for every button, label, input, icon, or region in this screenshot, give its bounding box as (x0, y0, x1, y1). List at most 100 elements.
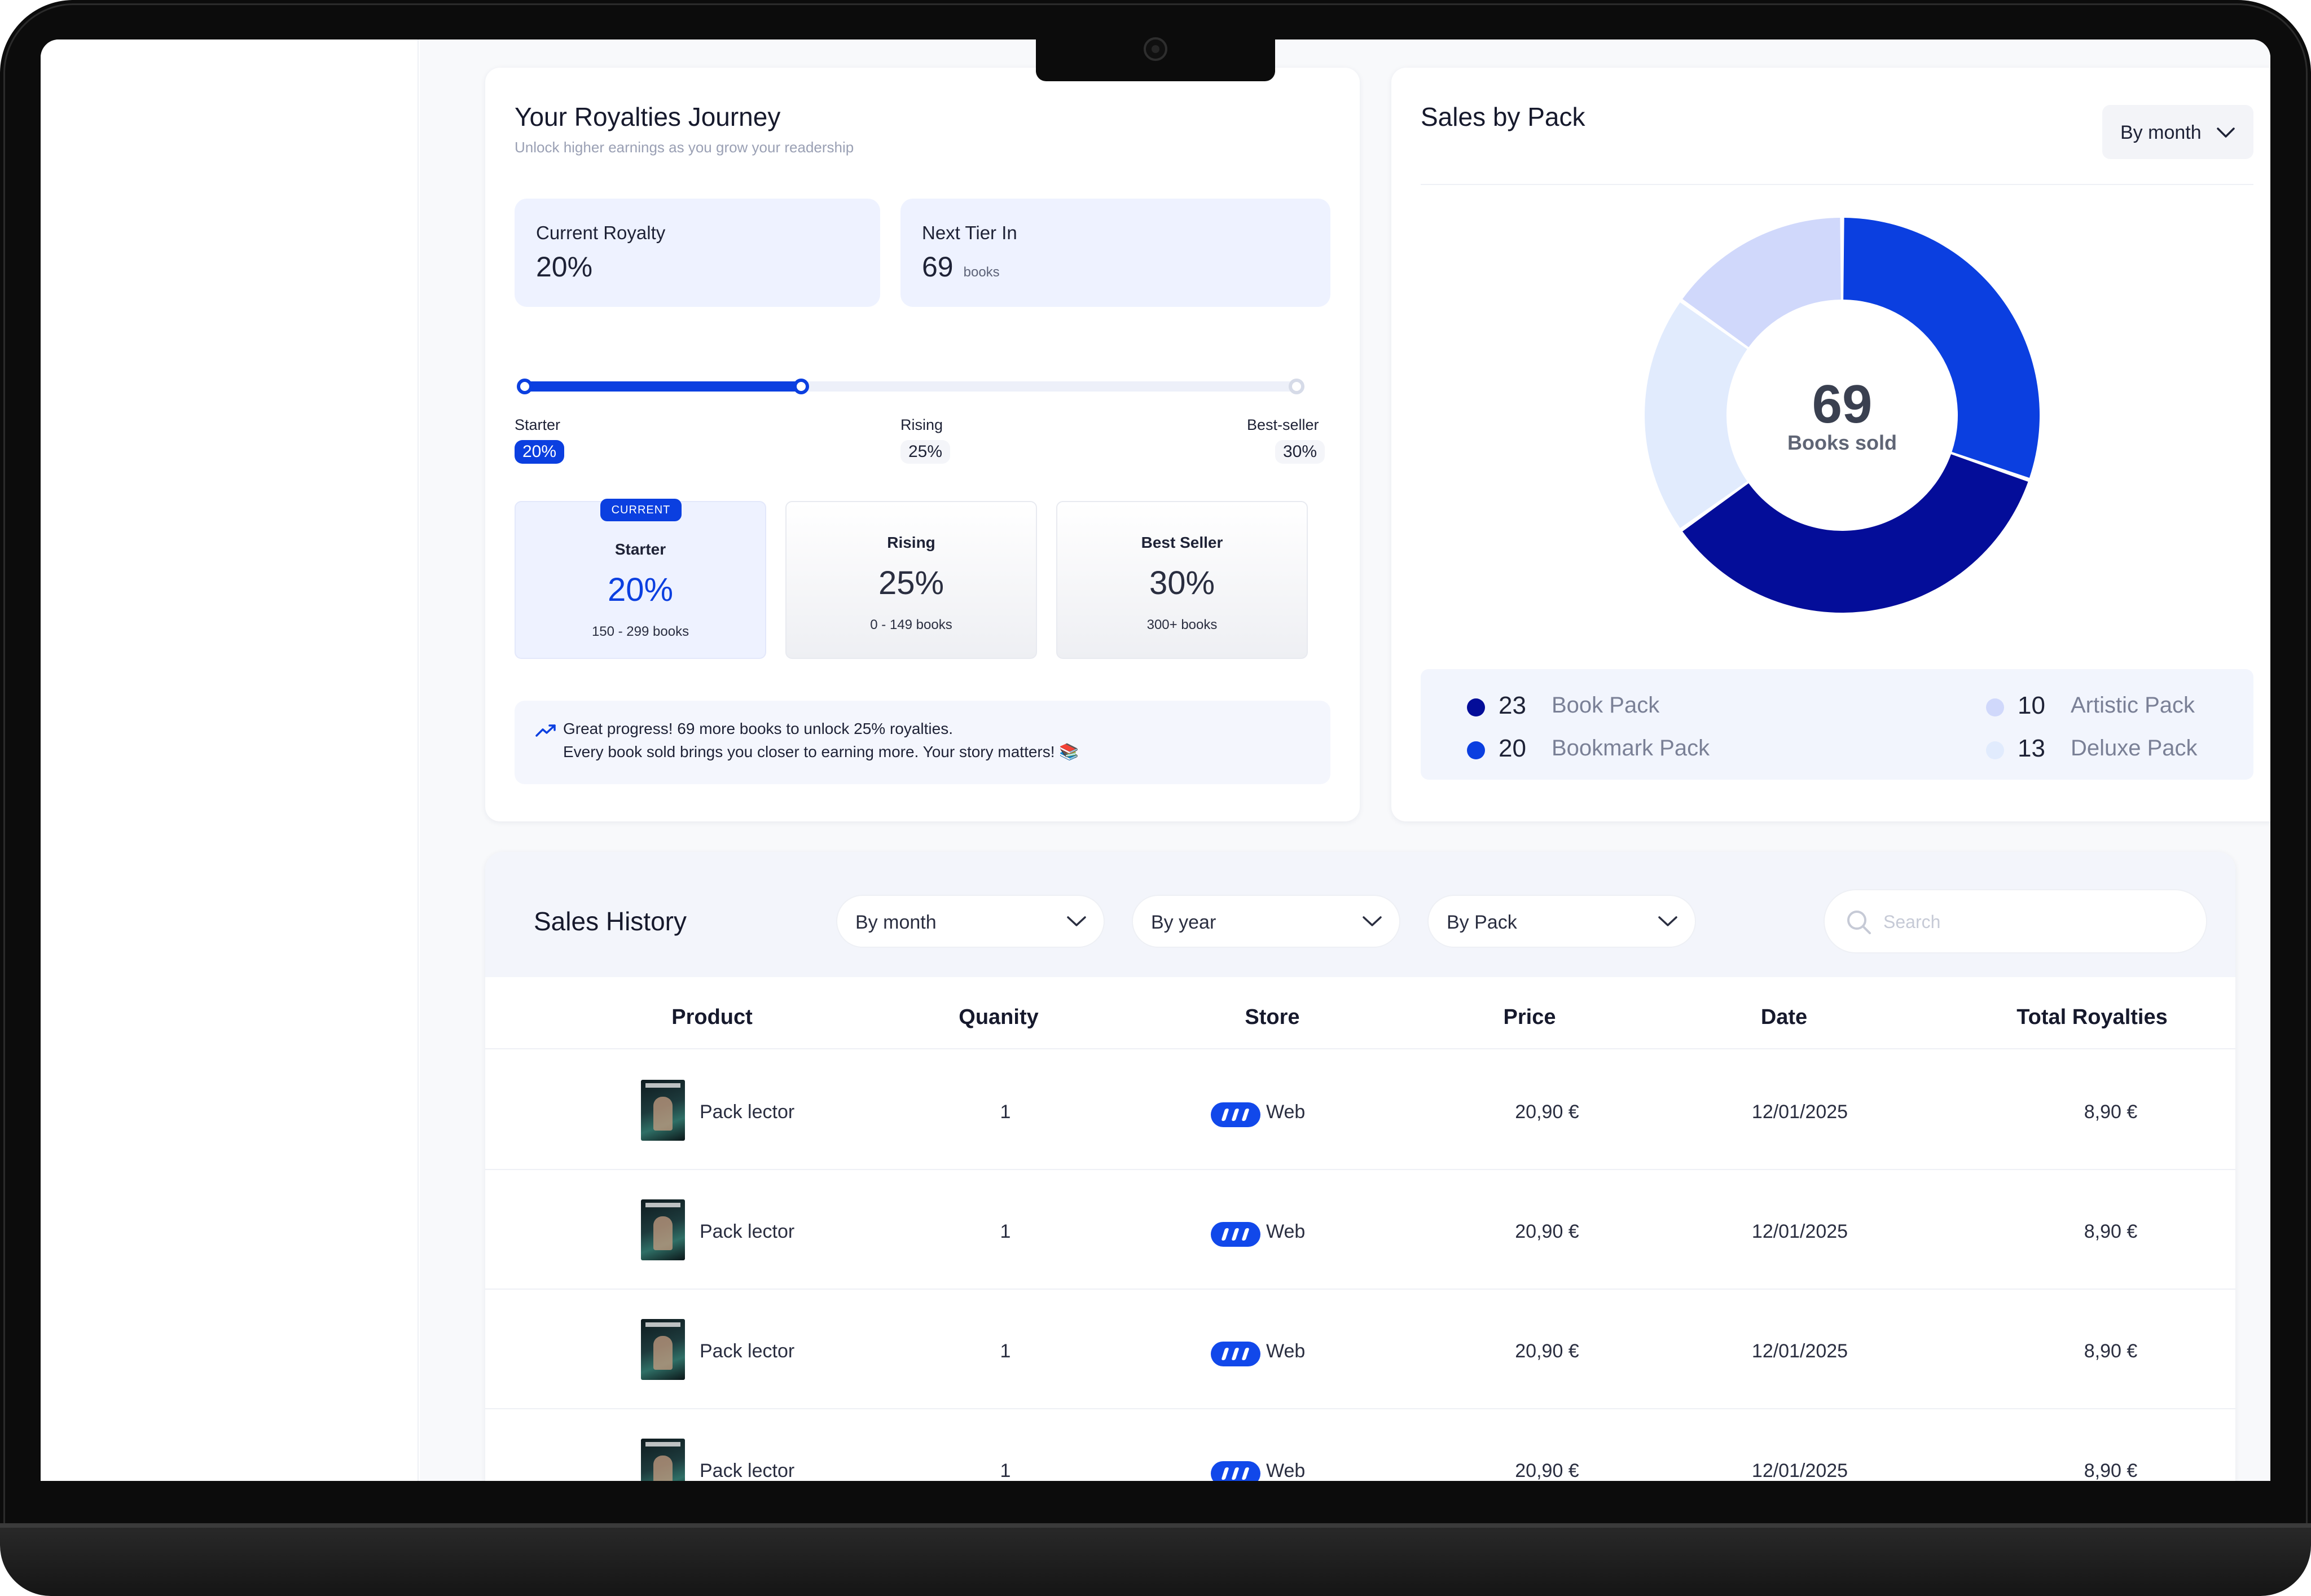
legend-name: Deluxe Pack (2071, 736, 2198, 760)
cell-date: 12/01/2025 (1751, 1101, 1848, 1123)
cell-royalties: 8,90 € (2084, 1221, 2138, 1242)
tier-card-name: Starter (614, 540, 666, 558)
table-header: Product Quanity Store Price Date Total R… (485, 977, 2235, 1049)
legend-dot (1467, 741, 1485, 759)
table-row[interactable]: Pack lector 1 Web 20,90 € 12/01/2025 8,9… (485, 1170, 2235, 1290)
col-price: Price (1503, 1005, 1556, 1029)
legend-value: 13 (2018, 735, 2045, 762)
tier-card-bestseller[interactable]: Best Seller 30% 300+ books (1056, 501, 1308, 659)
tier-card-range: 300+ books (1146, 617, 1218, 632)
search-box (1824, 889, 2207, 953)
trending-up-icon (535, 724, 556, 737)
pack-filter-label: By Pack (1447, 912, 1517, 933)
cell-product: Pack lector (700, 1101, 795, 1123)
cell-date: 12/01/2025 (1751, 1221, 1848, 1242)
tier-card-range: 150 - 299 books (591, 624, 689, 639)
table-row[interactable]: Pack lector 1 Web 20,90 € 12/01/2025 8,9… (485, 1050, 2235, 1170)
sidebar (41, 39, 419, 1481)
cell-product: Pack lector (700, 1460, 795, 1481)
pack-period-dropdown[interactable]: By month (2102, 105, 2253, 159)
tip-line-2: Every book sold brings you closer to ear… (563, 743, 1079, 760)
donut-total-value: 69 (1812, 374, 1873, 434)
chevron-down-icon (1067, 916, 1086, 926)
legend-dot (1986, 741, 2004, 759)
cell-store: Web (1266, 1340, 1306, 1362)
cell-quantity: 1 (1000, 1460, 1011, 1481)
sales-by-pack-card: Sales by Pack By month 69 Books sold 23 … (1391, 68, 2270, 821)
tier-card-rising[interactable]: Rising 25% 0 - 149 books (785, 501, 1037, 659)
cell-product: Pack lector (700, 1221, 795, 1242)
tier-card-pct: 20% (607, 571, 674, 608)
cell-quantity: 1 (1000, 1340, 1011, 1362)
tier-card-name: Rising (887, 534, 935, 551)
search-input[interactable] (1883, 907, 2188, 937)
royalties-card: Your Royalties Journey Unlock higher ear… (485, 68, 1360, 821)
col-product: Product (671, 1005, 753, 1029)
chevron-down-icon (1658, 916, 1677, 926)
table-row[interactable]: Pack lector 1 Web 20,90 € 12/01/2025 8,9… (485, 1409, 2235, 1481)
donut-slice-artistic-pack[interactable] (1682, 218, 1841, 348)
cell-royalties: 8,90 € (2084, 1460, 2138, 1481)
royalties-subtitle: Unlock higher earnings as you grow your … (515, 139, 854, 156)
royalty-progress-fill (520, 381, 801, 392)
cell-store: Web (1266, 1221, 1306, 1242)
web-store-icon (1211, 1342, 1260, 1366)
cell-price: 20,90 € (1515, 1101, 1579, 1123)
pack-title: Sales by Pack (1421, 102, 1585, 131)
tier-card-pct: 30% (1149, 565, 1215, 601)
product-thumbnail (641, 1199, 685, 1260)
tier-starter-label: Starter (515, 416, 561, 433)
tier-bestseller-pct: 30% (1275, 440, 1325, 464)
progress-knob-current (793, 379, 809, 394)
cell-royalties: 8,90 € (2084, 1340, 2138, 1362)
progress-knob-start (517, 379, 533, 394)
donut-slice-book-pack[interactable] (1682, 454, 2028, 613)
legend-name: Book Pack (1552, 693, 1660, 718)
legend-value: 10 (2018, 692, 2045, 719)
cell-date: 12/01/2025 (1751, 1460, 1848, 1481)
chevron-down-icon (1363, 916, 1382, 926)
chevron-down-icon (2217, 127, 2235, 138)
cell-price: 20,90 € (1515, 1221, 1579, 1242)
cell-store: Web (1266, 1101, 1306, 1123)
col-total-royalties: Total Royalties (2016, 1005, 2168, 1029)
next-tier-box: Next Tier In 69 books (900, 199, 1330, 307)
year-filter-dropdown[interactable]: By year (1132, 895, 1400, 948)
year-filter-label: By year (1151, 912, 1216, 933)
current-royalty-value: 20% (536, 251, 593, 283)
month-filter-dropdown[interactable]: By month (836, 895, 1105, 948)
cell-product: Pack lector (700, 1340, 795, 1362)
main-content: Your Royalties Journey Unlock higher ear… (420, 39, 2270, 1481)
legend-dot (1986, 698, 2004, 716)
col-date: Date (1760, 1005, 1808, 1029)
tier-card-starter[interactable]: CURRENT Starter 20% 150 - 299 books (515, 499, 766, 659)
divider (1421, 184, 2253, 185)
col-quantity: Quanity (959, 1005, 1039, 1029)
pack-filter-dropdown[interactable]: By Pack (1427, 895, 1696, 948)
legend-value: 20 (1499, 735, 1526, 762)
donut-svg (1645, 218, 2040, 613)
next-tier-value-wrap: 69 books (922, 250, 1000, 283)
sales-history-card: Sales History By month By year By Pack (485, 852, 2235, 1481)
product-thumbnail (641, 1080, 685, 1141)
progress-knob-end (1289, 379, 1304, 394)
pack-legend: 23 Book Pack 20 Bookmark Pack 10 Artisti… (1421, 669, 2253, 780)
donut-slice-deluxe-pack[interactable] (1645, 302, 1747, 529)
progress-tip: Great progress! 69 more books to unlock … (515, 701, 1330, 784)
cell-date: 12/01/2025 (1751, 1340, 1848, 1362)
next-tier-unit: books (963, 265, 1000, 280)
month-filter-label: By month (855, 912, 937, 933)
tip-line-1: Great progress! 69 more books to unlock … (563, 720, 954, 737)
current-royalty-label: Current Royalty (536, 222, 666, 243)
current-badge: CURRENT (600, 499, 682, 521)
cell-price: 20,90 € (1515, 1460, 1579, 1481)
tier-rising-pct: 25% (900, 440, 951, 464)
donut-slice-bookmark-pack[interactable] (1843, 218, 2040, 478)
table-row[interactable]: Pack lector 1 Web 20,90 € 12/01/2025 8,9… (485, 1290, 2235, 1409)
legend-name: Artistic Pack (2071, 693, 2195, 718)
royalty-progress-bar (517, 379, 1304, 394)
search-icon (1847, 911, 1871, 934)
tier-card-range: 0 - 149 books (870, 617, 952, 632)
tier-rising-label: Rising (900, 416, 943, 433)
